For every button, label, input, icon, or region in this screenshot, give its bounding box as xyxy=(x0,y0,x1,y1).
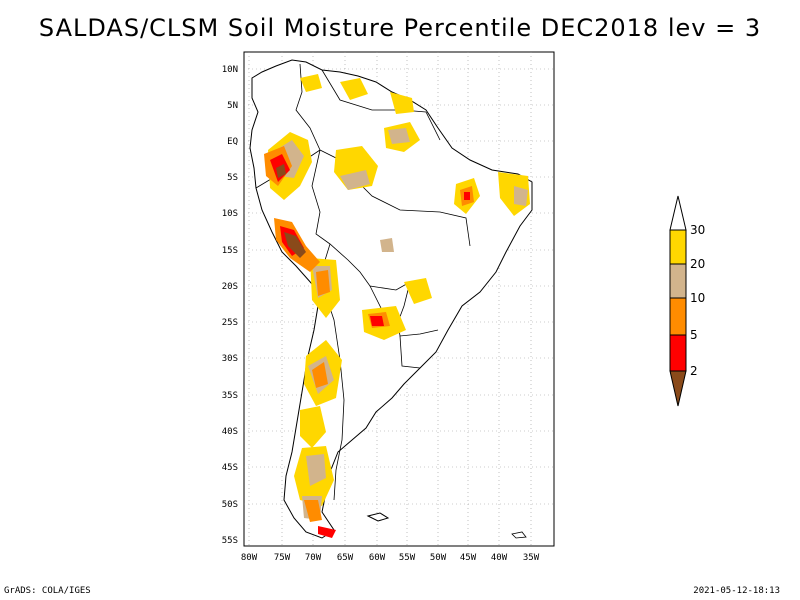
falkland-islands xyxy=(366,512,390,522)
lat-label: 15S xyxy=(222,246,238,256)
map-title: SALDAS/CLSM Soil Moisture Percentile DEC… xyxy=(38,14,762,42)
lon-label: 65W xyxy=(337,553,354,563)
lon-label: 50W xyxy=(430,553,447,563)
lat-label: 20S xyxy=(222,282,238,292)
legend-label: 10 xyxy=(690,291,705,305)
legend-bottom-arrow xyxy=(669,370,687,407)
lat-label: 40S xyxy=(222,427,238,437)
lon-label: 80W xyxy=(241,553,258,563)
lat-label: 25S xyxy=(222,318,238,328)
color-legend: 30 20 10 5 2 xyxy=(669,195,705,407)
legend-label: 30 xyxy=(690,223,705,237)
legend-label: 2 xyxy=(690,364,698,378)
legend-swatch-20-30 xyxy=(669,229,687,265)
legend-swatch-10-20 xyxy=(669,263,687,299)
legend-swatch-5-10 xyxy=(669,297,687,336)
lon-label: 55W xyxy=(399,553,416,563)
lon-labels: 80W 75W 70W 65W 60W 55W 50W 45W 40W 35W xyxy=(241,553,540,563)
footer-timestamp: 2021-05-12-18:13 xyxy=(693,586,780,596)
lat-label: 5N xyxy=(227,101,238,111)
lat-label: 35S xyxy=(222,391,238,401)
lat-label: 10N xyxy=(222,65,238,75)
lon-label: 75W xyxy=(274,553,291,563)
lon-label: 40W xyxy=(491,553,508,563)
legend-top-arrow xyxy=(669,195,687,231)
lat-label: 5S xyxy=(227,173,238,183)
lat-label: EQ xyxy=(227,137,238,147)
lat-label: 10S xyxy=(222,209,238,219)
footer-credit: GrADS: COLA/IGES xyxy=(4,586,91,596)
lon-label: 35W xyxy=(523,553,540,563)
lat-label: 55S xyxy=(222,536,238,546)
lon-label: 45W xyxy=(460,553,477,563)
percentile-shading xyxy=(264,74,530,538)
legend-swatch-2-5 xyxy=(669,334,687,372)
lon-label: 60W xyxy=(369,553,386,563)
lat-label: 50S xyxy=(222,500,238,510)
legend-label: 5 xyxy=(690,328,698,342)
lat-label: 30S xyxy=(222,354,238,364)
lat-labels: 10N 5N EQ 5S 10S 15S 20S 25S 30S 35S 40S… xyxy=(222,65,238,546)
island-small xyxy=(511,531,527,539)
legend-label: 20 xyxy=(690,257,705,271)
lon-label: 70W xyxy=(305,553,322,563)
lat-label: 45S xyxy=(222,463,238,473)
